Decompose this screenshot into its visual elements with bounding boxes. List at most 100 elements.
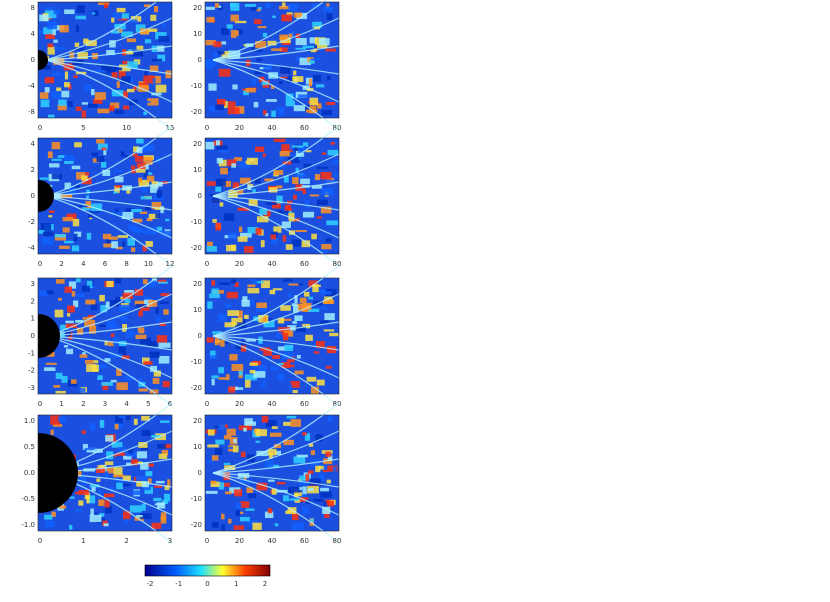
heatmap-patch xyxy=(326,479,331,484)
heatmap-patch xyxy=(122,292,134,299)
heatmap-patch xyxy=(40,223,52,231)
heatmap-patch xyxy=(231,163,236,168)
heatmap-patch xyxy=(76,5,85,13)
heatmap-patch xyxy=(278,5,291,10)
streak xyxy=(212,59,340,131)
disk-mask xyxy=(21,138,38,254)
x-tick-label: 20 xyxy=(235,124,244,132)
heatmap-patch xyxy=(294,315,303,321)
heatmap-patch xyxy=(40,99,50,108)
heatmap-patch xyxy=(147,98,159,106)
heatmap-patch xyxy=(78,471,82,477)
heatmap-patch xyxy=(283,439,294,446)
heatmap-patch xyxy=(262,316,267,322)
heatmap-patch xyxy=(148,300,158,307)
heatmap-patch xyxy=(81,175,88,181)
heatmap-patch xyxy=(78,205,89,208)
heatmap-patch xyxy=(265,113,269,117)
heatmap-patch xyxy=(141,415,150,421)
heatmap-patch xyxy=(295,326,306,332)
x-tick-label: 0 xyxy=(205,537,209,545)
x-tick-label: 6 xyxy=(103,260,108,268)
heatmap-patch xyxy=(128,448,133,454)
heatmap-patch xyxy=(226,28,234,32)
heatmap-patch xyxy=(228,518,232,524)
heatmap-patch xyxy=(124,155,130,159)
heatmap-patch xyxy=(230,30,237,38)
heatmap-patch xyxy=(228,50,241,59)
heatmap-patch xyxy=(313,284,321,288)
heatmap-patch xyxy=(288,33,293,38)
streak xyxy=(212,45,340,61)
heatmap-patch xyxy=(321,152,327,155)
heatmap-patch xyxy=(271,426,278,429)
heatmap-patch xyxy=(239,511,244,514)
heatmap-patch xyxy=(256,281,264,284)
x-tick-label: 40 xyxy=(268,400,277,408)
heatmap-patch xyxy=(127,237,135,246)
heatmap-patch xyxy=(135,304,147,308)
heatmap-patch xyxy=(156,190,162,198)
heatmap-patch xyxy=(290,381,300,388)
heatmap-patch xyxy=(256,216,269,223)
heatmap-patch xyxy=(293,12,302,18)
heatmap-patch xyxy=(295,174,306,177)
heatmap-patch xyxy=(268,464,280,468)
heatmap-patch xyxy=(279,34,289,41)
streak xyxy=(212,321,340,337)
heatmap-patch xyxy=(118,446,127,453)
heatmap-patch xyxy=(223,462,231,465)
heatmap-patch xyxy=(112,211,123,216)
heatmap-patch xyxy=(126,462,133,466)
y-tick-label: 0 xyxy=(31,56,35,64)
heatmap-patch xyxy=(116,7,126,13)
heatmap-patch xyxy=(218,51,225,55)
heatmap-patch xyxy=(121,211,134,220)
heatmap-patch xyxy=(127,224,136,230)
heatmap-patch xyxy=(206,16,215,23)
heatmap-patch xyxy=(306,376,317,382)
heatmap-patch xyxy=(302,142,309,147)
heatmap-patch xyxy=(276,210,289,214)
colorbar-tick-label: -1 xyxy=(175,580,182,588)
heatmap-patch xyxy=(143,144,155,152)
heatmap-patch xyxy=(288,218,300,222)
streak xyxy=(45,181,173,197)
heatmap-patch xyxy=(287,325,297,331)
heatmap-patch xyxy=(314,173,320,181)
heatmap-patch xyxy=(218,377,228,380)
heatmap-patch xyxy=(143,361,153,365)
heatmap-patch xyxy=(214,425,219,429)
heatmap-patch xyxy=(215,178,226,187)
heatmap-patch xyxy=(265,202,277,205)
heatmap-patch xyxy=(310,518,314,523)
heatmap-patch xyxy=(135,334,147,340)
heatmap-patch xyxy=(316,199,328,205)
heatmap-patch xyxy=(205,6,215,10)
heatmap-patch xyxy=(99,324,106,328)
heatmap-patch xyxy=(43,27,54,35)
streak xyxy=(45,59,173,103)
heatmap-patch xyxy=(113,474,124,478)
heatmap-patch xyxy=(82,317,93,320)
heatmap-patch xyxy=(82,352,86,355)
heatmap-patch xyxy=(143,4,151,8)
heatmap-patch xyxy=(47,151,53,159)
heatmap-patch xyxy=(293,105,305,112)
heatmap-patch xyxy=(52,28,56,36)
heatmap-patch xyxy=(311,233,317,240)
heatmap-patch xyxy=(321,110,333,116)
heatmap-patch xyxy=(92,158,100,163)
streak xyxy=(45,0,160,61)
heatmap-patch xyxy=(326,13,333,21)
heatmap-patch xyxy=(125,208,134,212)
heatmap-patch xyxy=(249,362,258,366)
heatmap-patch xyxy=(81,110,87,118)
heatmap-patch xyxy=(85,359,94,364)
panel-frame xyxy=(37,1,173,119)
heatmap-patch xyxy=(309,37,318,44)
heatmap-patch xyxy=(151,201,162,210)
heatmap-patch xyxy=(240,516,250,522)
heatmap-patch xyxy=(74,231,82,237)
heatmap-patch xyxy=(147,478,152,484)
